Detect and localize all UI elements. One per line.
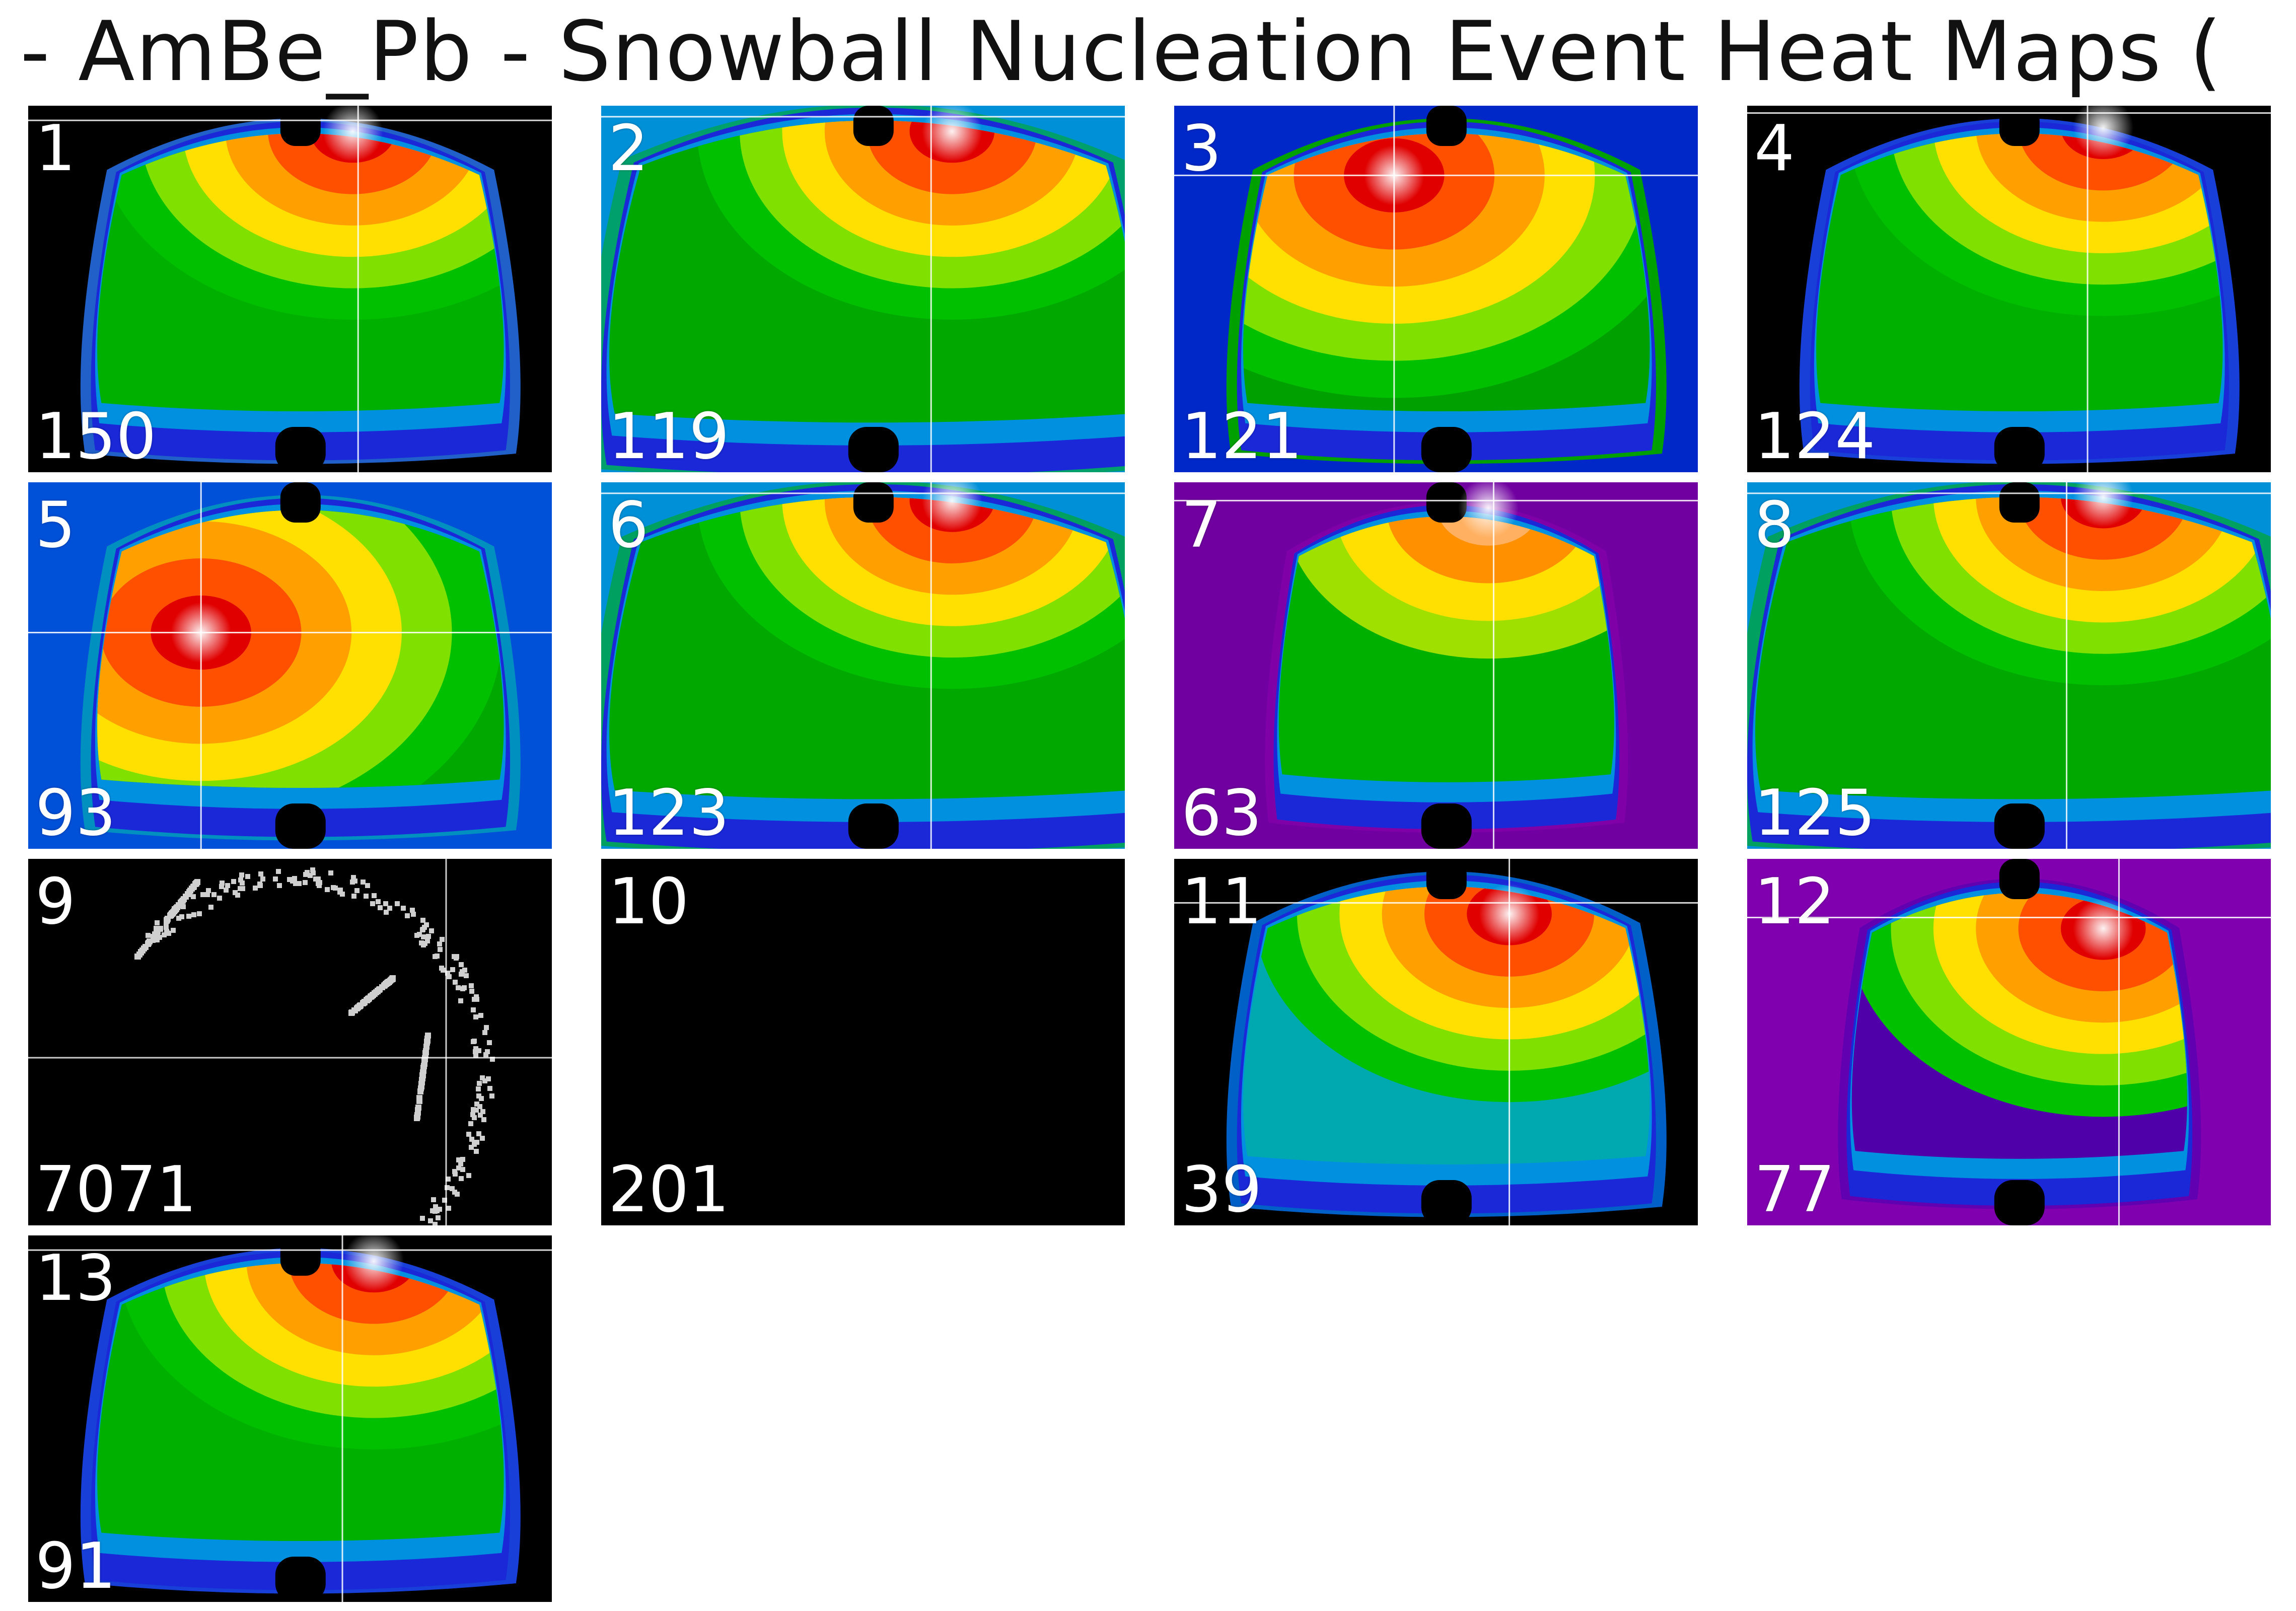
panel-event-count: 150 bbox=[35, 399, 157, 472]
heatmap-image bbox=[28, 106, 552, 472]
heatmap-panel-2: 2 119 bbox=[601, 106, 1125, 472]
hotspot-glow bbox=[2073, 898, 2134, 959]
event-speckles bbox=[134, 867, 495, 1225]
heatmap-panel-7: 7 63 bbox=[1174, 482, 1698, 849]
top-notch bbox=[1426, 482, 1467, 523]
panel-event-count: 39 bbox=[1181, 1152, 1262, 1225]
panel-number: 2 bbox=[608, 111, 649, 185]
top-notch bbox=[1999, 106, 2040, 146]
heatmap-image bbox=[28, 1235, 552, 1602]
panel-number: 8 bbox=[1754, 488, 1795, 562]
panel-number: 9 bbox=[35, 864, 76, 938]
heatmap-panel-3: 3 121 bbox=[1174, 106, 1698, 472]
bottom-notch bbox=[275, 803, 326, 849]
intensity-bands bbox=[1848, 497, 2271, 686]
panel-number: 7 bbox=[1181, 488, 1222, 562]
panel-number: 10 bbox=[608, 864, 689, 938]
heatmap-image bbox=[601, 482, 1125, 849]
top-notch bbox=[280, 482, 321, 523]
heatmap-panel-9: 9 7071 bbox=[28, 859, 552, 1225]
heatmap-panel-11: 11 39 bbox=[1174, 859, 1698, 1225]
panel-event-count: 91 bbox=[35, 1529, 116, 1602]
panel-number: 13 bbox=[35, 1241, 116, 1315]
heatmap-image bbox=[28, 482, 552, 849]
bottom-notch bbox=[1994, 427, 2045, 472]
heatmap-image bbox=[1747, 859, 2271, 1225]
heatmap-panel-12: 12 77 bbox=[1747, 859, 2271, 1225]
heatmap-panel-1: 1 150 bbox=[28, 106, 552, 472]
bottom-notch bbox=[275, 427, 326, 472]
panel-number: 11 bbox=[1181, 864, 1262, 938]
panel-number: 12 bbox=[1754, 864, 1835, 938]
heatmap-image bbox=[1747, 482, 2271, 849]
panel-number: 5 bbox=[35, 488, 76, 562]
bottom-notch bbox=[1994, 803, 2045, 849]
panel-event-count: 123 bbox=[608, 776, 730, 849]
heatmap-panel-8: 8 125 bbox=[1747, 482, 2271, 849]
heatmap-image bbox=[1174, 482, 1698, 849]
top-notch bbox=[1426, 106, 1467, 146]
top-notch bbox=[853, 106, 894, 146]
heatmap-panel-5: 5 93 bbox=[28, 482, 552, 849]
top-notch bbox=[1999, 482, 2040, 523]
panel-event-count: 124 bbox=[1754, 399, 1876, 472]
bottom-notch bbox=[1421, 1180, 1472, 1225]
top-notch bbox=[280, 106, 321, 146]
bottom-notch bbox=[1994, 1180, 2045, 1225]
bottom-notch bbox=[1421, 803, 1472, 849]
hotspot-glow bbox=[921, 482, 982, 531]
panel-event-count: 121 bbox=[1181, 399, 1303, 472]
hotspot-glow bbox=[1458, 482, 1519, 538]
top-notch bbox=[853, 482, 894, 523]
panel-event-count: 93 bbox=[35, 776, 116, 849]
heatmap-image bbox=[1747, 106, 2271, 472]
heatmap-image bbox=[601, 106, 1125, 472]
heatmap-image bbox=[28, 859, 552, 1225]
heatmap-image bbox=[1174, 859, 1698, 1225]
hotspot-glow bbox=[921, 106, 982, 162]
panel-event-count: 125 bbox=[1754, 776, 1876, 849]
panel-event-count: 201 bbox=[608, 1152, 730, 1225]
panel-number: 3 bbox=[1181, 111, 1222, 185]
heatmap-panel-6: 6 123 bbox=[601, 482, 1125, 849]
intensity-bands bbox=[1278, 516, 1614, 696]
heatmap-panel-10: 10 201 bbox=[601, 859, 1125, 1225]
panel-event-count: 7071 bbox=[35, 1152, 197, 1225]
panel-event-count: 63 bbox=[1181, 776, 1262, 849]
top-notch bbox=[1426, 859, 1467, 899]
panel-event-count: 77 bbox=[1754, 1152, 1835, 1225]
bottom-notch bbox=[848, 427, 899, 472]
bottom-notch bbox=[275, 1557, 326, 1602]
panel-number: 1 bbox=[35, 111, 76, 185]
heatmap-panel-4: 4 124 bbox=[1747, 106, 2271, 472]
bottom-notch bbox=[1421, 427, 1472, 472]
bottom-notch bbox=[848, 803, 899, 849]
top-notch bbox=[1999, 859, 2040, 899]
figure-title: - AmBe_Pb - Snowball Nucleation Event He… bbox=[20, 4, 2223, 100]
top-notch bbox=[280, 1235, 321, 1276]
panel-event-count: 119 bbox=[608, 399, 730, 472]
heatmap-panel-13: 13 91 bbox=[28, 1235, 552, 1602]
panel-number: 4 bbox=[1754, 111, 1795, 185]
panel-number: 6 bbox=[608, 488, 649, 562]
heatmap-image bbox=[1174, 106, 1698, 472]
